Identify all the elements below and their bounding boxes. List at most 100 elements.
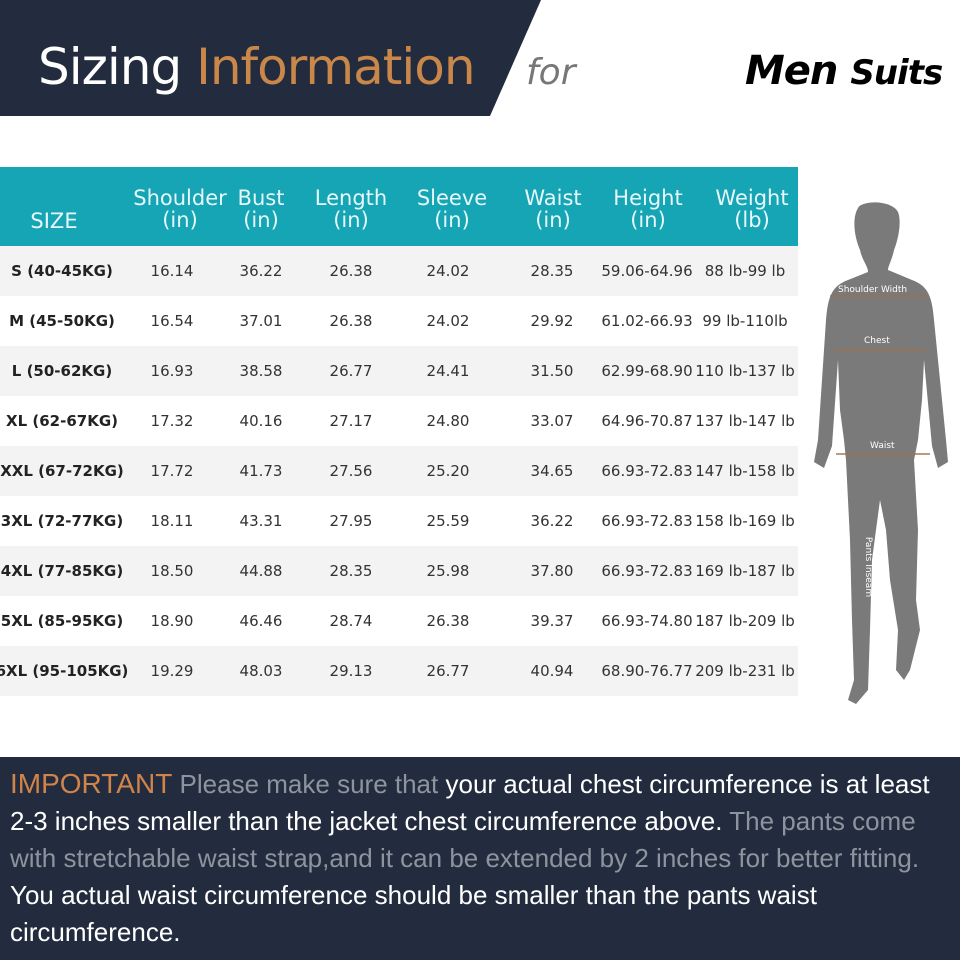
table-cell: 24.41 xyxy=(426,362,470,380)
size-label: 4XL (77-85KG) xyxy=(0,562,124,580)
product-category: Men Suits xyxy=(745,48,943,94)
table-cell: 99 lb-110lb xyxy=(702,312,788,330)
table-cell: 26.77 xyxy=(426,662,470,680)
table-cell: 31.50 xyxy=(530,362,574,380)
table-cell: 16.54 xyxy=(150,312,194,330)
table-cell: 38.58 xyxy=(239,362,283,380)
table-cell: 25.98 xyxy=(426,562,470,580)
column-name: Sleeve xyxy=(416,186,488,210)
column-unit: (in) xyxy=(535,208,571,232)
table-cell: 16.14 xyxy=(150,262,194,280)
column-header-waist: Waist (in) xyxy=(524,187,581,231)
column-name: Weight xyxy=(715,186,789,210)
size-label: S (40-45KG) xyxy=(11,262,113,280)
table-row: 3XL (72-77KG) 18.11 43.31 27.95 25.59 36.22 66… xyxy=(0,496,798,546)
table-cell: 17.72 xyxy=(150,462,194,480)
table-cell: 19.29 xyxy=(150,662,194,680)
table-cell: 24.02 xyxy=(426,262,470,280)
table-cell: 18.11 xyxy=(150,512,194,530)
title-information: Information xyxy=(196,38,475,96)
column-header-shoulder: Shoulder (in) xyxy=(133,187,227,231)
table-cell: 66.93-72.83 xyxy=(601,562,693,580)
table-cell: 36.22 xyxy=(530,512,574,530)
table-cell: 40.94 xyxy=(530,662,574,680)
size-label: 3XL (72-77KG) xyxy=(0,512,124,530)
table-cell: 37.01 xyxy=(239,312,283,330)
table-cell: 147 lb-158 lb xyxy=(695,462,795,480)
table-row: 6XL (95-105KG) 19.29 48.03 29.13 26.77 40.94 6… xyxy=(0,646,798,696)
column-header-bust: Bust (in) xyxy=(238,187,285,231)
size-label: L (50-62KG) xyxy=(11,362,113,380)
column-name: SIZE xyxy=(30,209,78,233)
table-cell: 33.07 xyxy=(530,412,574,430)
table-cell: 36.22 xyxy=(239,262,283,280)
silhouette-labels: Shoulder Width Chest Waist Pants Inseam xyxy=(800,200,960,710)
notice-text-2: your actual chest circumference is at le… xyxy=(10,769,930,836)
table-cell: 88 lb-99 lb xyxy=(704,262,786,280)
table-cell: 46.46 xyxy=(239,612,283,630)
size-label: XL (62-67KG) xyxy=(6,412,118,430)
table-cell: 29.92 xyxy=(530,312,574,330)
column-header-weight: Weight (lb) xyxy=(715,187,788,231)
table-cell: 18.50 xyxy=(150,562,194,580)
table-cell: 41.73 xyxy=(239,462,283,480)
table-cell: 66.93-72.83 xyxy=(601,462,693,480)
table-cell: 34.65 xyxy=(530,462,574,480)
table-cell: 40.16 xyxy=(239,412,283,430)
important-notice: IMPORTANT Please make sure that your act… xyxy=(0,757,960,960)
table-cell: 187 lb-209 lb xyxy=(695,612,795,630)
column-unit: (in) xyxy=(434,208,470,232)
table-cell: 26.77 xyxy=(329,362,373,380)
table-cell: 26.38 xyxy=(329,312,373,330)
table-cell: 28.74 xyxy=(329,612,373,630)
table-cell: 28.35 xyxy=(530,262,574,280)
table-cell: 43.31 xyxy=(239,512,283,530)
column-unit: (in) xyxy=(162,208,198,232)
size-label: 5XL (85-95KG) xyxy=(0,612,124,630)
table-cell: 25.20 xyxy=(426,462,470,480)
column-name: Bust xyxy=(237,186,285,210)
table-cell: 17.32 xyxy=(150,412,194,430)
table-cell: 28.35 xyxy=(329,562,373,580)
man-silhouette xyxy=(814,202,948,704)
table-row: M (45-50KG) 16.54 37.01 26.38 24.02 29.92 61.0… xyxy=(0,296,798,346)
size-label: XXL (67-72KG) xyxy=(0,462,124,480)
table-cell: 24.02 xyxy=(426,312,470,330)
column-header-height: Height (in) xyxy=(613,187,682,231)
table-row: L (50-62KG) 16.93 38.58 26.77 24.41 31.50 62.9… xyxy=(0,346,798,396)
table-cell: 66.93-72.83 xyxy=(601,512,693,530)
table-row: 4XL (77-85KG) 18.50 44.88 28.35 25.98 37.80 66… xyxy=(0,546,798,596)
column-header-sleeve: Sleeve (in) xyxy=(417,187,487,231)
column-name: Shoulder xyxy=(133,186,227,210)
size-label: 6XL (95-105KG) xyxy=(0,662,129,680)
table-cell: 24.80 xyxy=(426,412,470,430)
column-header-size: SIZE xyxy=(30,210,77,232)
table-cell: 27.95 xyxy=(329,512,373,530)
table-cell: 137 lb-147 lb xyxy=(695,412,795,430)
table-cell: 37.80 xyxy=(530,562,574,580)
column-unit: (in) xyxy=(333,208,369,232)
table-row: XXL (67-72KG) 17.72 41.73 27.56 25.20 34.65 66… xyxy=(0,446,798,496)
table-cell: 16.93 xyxy=(150,362,194,380)
column-name: Height xyxy=(613,186,683,210)
column-name: Waist xyxy=(524,186,582,210)
table-cell: 26.38 xyxy=(426,612,470,630)
table-cell: 25.59 xyxy=(426,512,470,530)
table-row: S (40-45KG) 16.14 36.22 26.38 24.02 28.35 59.0… xyxy=(0,246,798,296)
header-banner xyxy=(0,0,960,118)
table-cell: 18.90 xyxy=(150,612,194,630)
table-cell: 61.02-66.93 xyxy=(601,312,693,330)
notice-text-3: The pants come with stretchable waist st… xyxy=(10,806,920,873)
label-pants-inseam: Pants Inseam xyxy=(863,536,874,598)
column-unit: (in) xyxy=(630,208,666,232)
table-cell: 39.37 xyxy=(530,612,574,630)
label-shoulder-width: Shoulder Width xyxy=(838,285,908,295)
label-waist: Waist xyxy=(870,441,895,451)
table-header: SIZE Shoulder (in) Bust (in) Length (in) Sleeve… xyxy=(0,167,798,246)
table-cell: 44.88 xyxy=(239,562,283,580)
table-cell: 29.13 xyxy=(329,662,373,680)
table-cell: 27.56 xyxy=(329,462,373,480)
size-table: SIZE Shoulder (in) Bust (in) Length (in) Sleeve… xyxy=(0,167,798,696)
notice-text-1: Please make sure that xyxy=(179,769,439,799)
column-name: Length xyxy=(314,186,388,210)
